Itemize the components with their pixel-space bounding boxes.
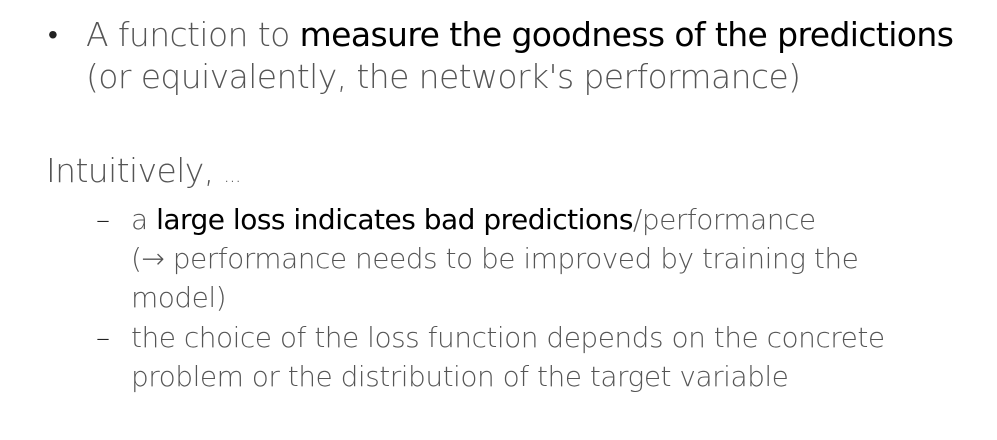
sub2-line1: the choice of the loss function depends … bbox=[131, 321, 885, 354]
sub1-suffix: /performance bbox=[632, 203, 816, 236]
bullet-goodness-text: A function to measure the goodness of th… bbox=[86, 14, 978, 98]
bullet-goodness-line2: (or equivalently, the network's performa… bbox=[86, 57, 801, 96]
dash-marker: – bbox=[96, 203, 110, 236]
sub1-emphasis: large loss indicates bad predictions bbox=[156, 203, 633, 236]
sub-bullet-large-loss: – a large loss indicates bad predictions… bbox=[96, 200, 956, 317]
intro-text: Intuitively, bbox=[46, 151, 224, 190]
sub2-line2: problem or the distribution of the targe… bbox=[131, 360, 789, 393]
sub1-line3: model) bbox=[131, 281, 227, 314]
sub1-prefix: a bbox=[131, 203, 157, 236]
bullet-goodness-emphasis: measure the goodness of the predictions bbox=[299, 15, 954, 54]
sub-bullet-loss-choice: – the choice of the loss function depend… bbox=[96, 318, 956, 396]
intro-ellipsis: ... bbox=[223, 163, 242, 187]
dash-marker: – bbox=[96, 321, 110, 354]
intro-heading: Intuitively, ... bbox=[46, 150, 241, 196]
bullet-goodness: • A function to measure the goodness of … bbox=[48, 14, 978, 98]
sub1-line2: (→ performance needs to be improved by t… bbox=[131, 242, 859, 275]
sub-bullet-loss-choice-text: the choice of the loss function depends … bbox=[131, 318, 956, 396]
bullet-goodness-prefix: A function to bbox=[86, 15, 300, 54]
bullet-marker: • bbox=[48, 18, 58, 51]
sub-bullet-large-loss-text: a large loss indicates bad predictions/p… bbox=[131, 200, 956, 317]
